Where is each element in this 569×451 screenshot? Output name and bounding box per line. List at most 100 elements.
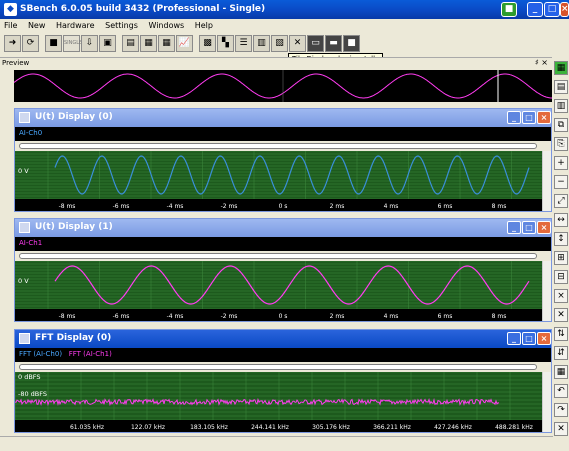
display-1-plot[interactable]: 0 V -8 ms -6 ms -4 ms -2 ms 0 s 2 ms 4 ms 6 ms 8 … [15,261,551,321]
display-icon [19,222,30,233]
tile-grid-icon[interactable]: ▚ [217,35,234,52]
display-0-plot[interactable]: 0 V -8 ms -6 ms -4 ms -2 ms 0 s 2 ms 4 ms 6 ms 8 … [15,151,551,211]
display-0-legend: AI-Ch0 [15,127,551,141]
x-tick-label: 8 ms [492,313,507,320]
grid-green-icon[interactable]: ▦ [554,61,568,75]
single-icon[interactable]: SINGLE [63,35,82,52]
fft-slider[interactable] [15,362,551,372]
marker-a-icon[interactable]: ⇅ [554,327,568,341]
cascade-icon[interactable]: ▧ [271,35,288,52]
menu-windows[interactable]: Windows [148,21,185,30]
right-toolbar: ▦ ▤ ▥ ⧉ ⎘ + − ⤢ ↔ ↕ ⊞ ⊟ × ✕ ⇅ ⇵ ▦ ↶ ↷ ✕ [553,57,569,451]
display-0-header[interactable]: U(t) Display (0) _ □ × [15,109,551,127]
status-indicator-icon[interactable]: ■ [501,2,517,17]
menu-new[interactable]: New [27,21,46,30]
fullscreen-icon[interactable]: ■ [343,35,360,52]
fft-x-tick-label: 244.141 kHz [251,424,289,431]
maximize-icon[interactable]: ▬ [325,35,342,52]
x-tick-label: -2 ms [221,203,238,210]
fft-maximize-button[interactable]: □ [522,332,536,345]
maximize-button[interactable]: □ [544,2,560,17]
fft-plot[interactable]: 0 dBFS -80 dBFS 61.035 kHz 122.07 kHz 183.10… [15,372,551,432]
menu-hardware[interactable]: Hardware [55,21,95,30]
preview-plot[interactable] [14,70,552,102]
grid-small-icon[interactable]: ▦ [554,365,568,379]
redo-icon[interactable]: ↷ [554,403,568,417]
zoom-in-icon[interactable]: + [554,156,568,170]
cursor-y-icon[interactable]: ✕ [554,308,568,322]
menu-bar: File New Hardware Settings Windows Help [0,19,569,33]
fft-legend: FFT (AI-Ch0) FFT (AI-Ch1) [15,348,551,362]
stop-icon[interactable]: ■ [45,35,62,52]
display-1-header[interactable]: U(t) Display (1) _ □ × [15,219,551,237]
display-0-slider[interactable] [15,141,551,151]
pin-close-icon[interactable]: ♯ × [534,58,548,67]
fft-minimize-button[interactable]: _ [507,332,521,345]
zoom-fit-icon[interactable]: ⤢ [554,194,568,208]
fft-close-button[interactable]: × [537,332,551,345]
ut-display-0: U(t) Display (0) _ □ × AI-Ch0 0 V -8 ms -6… [14,108,552,212]
display-1-minimize-button[interactable]: _ [507,221,521,234]
x-tick-label: 4 ms [384,203,399,210]
menu-file[interactable]: File [4,21,18,30]
close-all-icon[interactable]: ✕ [289,35,306,52]
fft-x-tick-label: 305.176 kHz [312,424,350,431]
menu-help[interactable]: Help [194,21,213,30]
zoom-x-icon[interactable]: ↔ [554,213,568,227]
x-tick-label: 2 ms [330,313,345,320]
display-0-minimize-button[interactable]: _ [507,111,521,124]
undo-icon[interactable]: ↶ [554,384,568,398]
zoom-y-icon[interactable]: ↕ [554,232,568,246]
tile-horizontal-icon[interactable]: ☰ [235,35,252,52]
zoom-out-icon[interactable]: − [554,175,568,189]
fft-display-0: FFT Display (0) _ □ × FFT (AI-Ch0) FFT (… [14,329,552,433]
save-icon[interactable]: ▣ [99,35,116,52]
display-1-slider[interactable] [15,251,551,261]
ut-display-1: U(t) Display (1) _ □ × AI-Ch1 0 V -8 ms -6… [14,218,552,322]
export-icon[interactable]: ⇩ [81,35,98,52]
level-label-0dbfs: 0 dBFS [18,373,41,381]
print-icon[interactable]: ▤ [122,35,139,52]
preview-header: Preview ♯ × [0,57,552,69]
refresh-icon[interactable]: ⟳ [22,35,39,52]
fft-vscroll[interactable] [542,372,551,432]
tile-icon[interactable]: ▥ [554,99,568,113]
window-title: SBench 6.0.05 build 3432 (Professional -… [20,4,266,14]
copy-icon[interactable]: ⧉ [554,118,568,132]
x-tick-label: 6 ms [438,203,453,210]
fft-noise-trace [15,397,500,407]
display-1-close-button[interactable]: × [537,221,551,234]
display-0-close-button[interactable]: × [537,111,551,124]
app-icon: ◆ [4,3,17,16]
grid-icon[interactable]: ▦ [158,35,175,52]
fft-x-tick-label: 61.035 kHz [70,424,104,431]
window-icon[interactable]: ▭ [307,35,324,52]
tile-vertical-icon[interactable]: ▥ [253,35,270,52]
status-bar [0,436,553,451]
x-tick-label: -6 ms [113,203,130,210]
arrow-right-icon[interactable]: ➜ [4,35,21,52]
cursor-x-icon[interactable]: × [554,289,568,303]
marker-b-icon[interactable]: ⇵ [554,346,568,360]
close-button[interactable]: × [560,2,569,17]
minimize-button[interactable]: _ [527,2,543,17]
display-0-title: U(t) Display (0) [35,112,113,122]
display-1-legend: AI-Ch1 [15,237,551,251]
collapse-icon[interactable]: ⊟ [554,270,568,284]
display-0-vscroll[interactable] [542,151,551,211]
menu-settings[interactable]: Settings [105,21,138,30]
table-icon[interactable]: ▦ [140,35,157,52]
display-1-vscroll[interactable] [542,261,551,321]
fft-display-header[interactable]: FFT Display (0) _ □ × [15,330,551,348]
fft-x-tick-label: 366.211 kHz [373,424,411,431]
chart-icon[interactable]: 📈 [176,35,193,52]
display-0-maximize-button[interactable]: □ [522,111,536,124]
display-icon[interactable]: ▩ [199,35,216,52]
display-1-maximize-button[interactable]: □ [522,221,536,234]
x-tick-label: 0 s [279,203,288,210]
layout-icon[interactable]: ▤ [554,80,568,94]
clear-icon[interactable]: ✕ [554,422,568,436]
paste-icon[interactable]: ⎘ [554,137,568,151]
expand-icon[interactable]: ⊞ [554,251,568,265]
x-tick-label: -4 ms [167,313,184,320]
